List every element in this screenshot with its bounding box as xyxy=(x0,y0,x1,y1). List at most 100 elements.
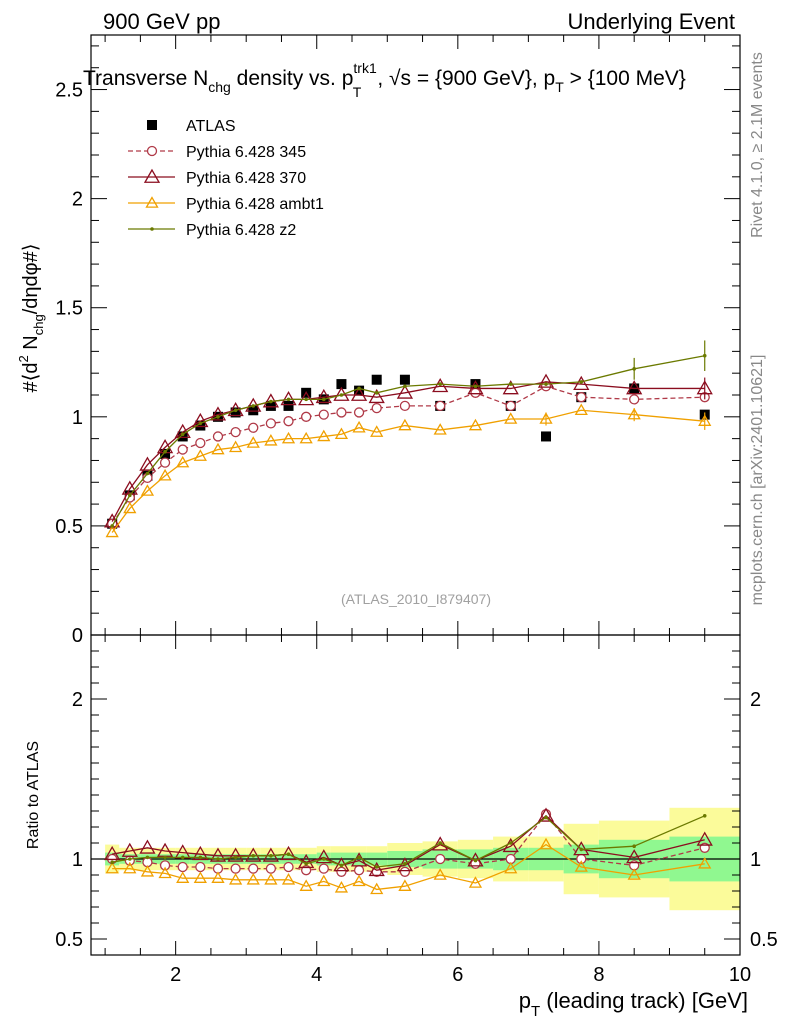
data-point-4 xyxy=(403,862,407,866)
series-line-3 xyxy=(111,409,705,533)
title-part-c: density vs. p xyxy=(231,67,354,90)
data-point-2 xyxy=(432,377,449,393)
data-point-4 xyxy=(544,382,548,386)
data-point-1 xyxy=(230,426,241,438)
ratio-panel-frame xyxy=(90,634,741,956)
data-point-3 xyxy=(370,882,384,895)
axis-ticks xyxy=(91,35,741,955)
data-point-4 xyxy=(110,860,114,864)
header-left: 900 GeV pp xyxy=(103,9,220,34)
x-tick-label: 6 xyxy=(452,964,463,986)
data-point-4 xyxy=(438,841,442,845)
main-title: Transverse Nchg density vs. ptrk1 T, √s =… xyxy=(83,60,686,100)
data-point-1 xyxy=(195,437,206,449)
data-point-1 xyxy=(371,402,382,414)
data-point-4 xyxy=(339,393,344,397)
data-point-2 xyxy=(368,861,385,877)
data-point-4 xyxy=(374,865,379,869)
data-point-0 xyxy=(336,379,347,390)
legend-label-atlas: ATLAS xyxy=(186,118,236,135)
data-point-1 xyxy=(399,866,411,877)
data-point-2 xyxy=(315,388,332,404)
data-point-3 xyxy=(158,866,172,879)
series-line-4 xyxy=(112,815,705,868)
data-point-1 xyxy=(212,431,224,442)
series-line-4 xyxy=(111,355,705,527)
main-y-tick-label: 0.5 xyxy=(55,516,83,538)
data-point-2 xyxy=(192,412,209,428)
data-point-4 xyxy=(216,415,220,419)
data-point-1 xyxy=(629,394,640,405)
data-point-3 xyxy=(281,431,296,444)
data-point-4 xyxy=(438,382,442,386)
ratio-y-tick-label-right: 0.5 xyxy=(750,929,778,951)
legend: ATLAS Pythia 6.428 345 Pythia 6.428 370 … xyxy=(128,118,324,239)
data-point-3 xyxy=(211,871,225,883)
data-point-3 xyxy=(574,860,588,872)
legend-label-ambt1: Pythia 6.428 ambt1 xyxy=(186,196,324,213)
data-point-2 xyxy=(209,406,227,421)
title-part-a: Transverse N xyxy=(83,67,208,90)
legend-marker-1 xyxy=(146,145,158,157)
data-point-3 xyxy=(334,880,349,893)
data-point-4 xyxy=(251,404,256,408)
ylabel-part-d: chg xyxy=(31,314,46,335)
data-point-2 xyxy=(573,375,590,390)
side-label-rivet: Rivet 4.1.0, ≥ 2.1M events xyxy=(749,52,766,238)
series-line-2 xyxy=(111,381,705,522)
data-point-1 xyxy=(230,863,241,874)
data-point-3 xyxy=(299,879,313,891)
data-point-4 xyxy=(304,862,308,866)
data-point-1 xyxy=(248,863,259,874)
data-point-3 xyxy=(334,427,349,440)
data-point-3 xyxy=(398,879,412,891)
ratio-y-tick-label: 2 xyxy=(72,689,83,711)
title-part-d: trk1 xyxy=(353,60,377,76)
header-right: Underlying Event xyxy=(567,9,735,34)
data-point-3 xyxy=(698,856,712,869)
main-y-tick-label: 1 xyxy=(72,407,83,429)
data-point-4 xyxy=(198,855,203,860)
data-point-1 xyxy=(505,400,516,412)
data-point-2 xyxy=(573,841,590,856)
title-part-f: , √s = {900 GeV}, p xyxy=(377,67,555,90)
data-point-3 xyxy=(574,403,588,416)
data-point-2 xyxy=(227,847,244,862)
ratio-series-group xyxy=(104,807,713,895)
legend-label-370: Pythia 6.428 370 xyxy=(186,170,306,187)
data-point-4 xyxy=(269,399,273,404)
data-point-4 xyxy=(473,384,478,389)
data-point-2 xyxy=(315,849,332,864)
data-point-3 xyxy=(539,837,553,850)
title-part-h: > {100 MeV} xyxy=(564,67,686,90)
data-point-2 xyxy=(280,845,297,861)
data-point-1 xyxy=(353,865,365,876)
data-point-3 xyxy=(398,418,412,431)
data-point-3 xyxy=(317,429,331,442)
data-point-1 xyxy=(159,457,171,468)
data-point-4 xyxy=(145,471,150,476)
ratio-y-tick-label: 1 xyxy=(72,849,83,871)
data-point-3 xyxy=(228,872,243,885)
data-point-4 xyxy=(579,847,584,852)
data-point-4 xyxy=(163,855,167,860)
ratio-y-tick-label-right: 1 xyxy=(750,849,761,871)
data-point-1 xyxy=(336,407,347,418)
ratio-y-tick-label-right: 2 xyxy=(750,689,761,711)
data-point-1 xyxy=(283,861,294,873)
data-point-2 xyxy=(192,845,209,861)
main-series-group xyxy=(104,340,713,538)
data-point-2 xyxy=(245,847,262,862)
data-point-2 xyxy=(432,836,449,851)
data-point-2 xyxy=(626,849,643,864)
data-point-0 xyxy=(541,431,552,442)
title-part-e: T xyxy=(353,84,362,100)
data-point-2 xyxy=(209,847,227,862)
x-tick-label: 10 xyxy=(729,964,751,986)
data-point-4 xyxy=(180,432,185,437)
legend-marker-0 xyxy=(147,120,157,130)
data-point-0 xyxy=(470,379,481,390)
data-point-3 xyxy=(468,418,483,431)
data-point-2 xyxy=(396,384,414,399)
